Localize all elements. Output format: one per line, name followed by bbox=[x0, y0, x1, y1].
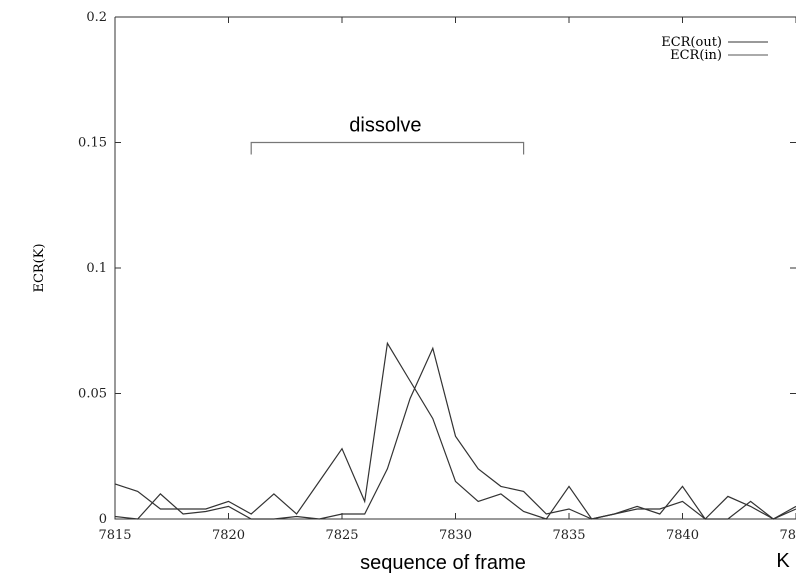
x-axis-label: sequence of frame bbox=[360, 552, 526, 574]
axis-frame bbox=[114, 17, 796, 520]
series-line-ecr-in bbox=[114, 346, 796, 520]
x-axis-unit-label: K bbox=[776, 550, 790, 572]
y-axis-label: ECR(K) bbox=[32, 243, 47, 292]
plot-area: 0 0.05 0.1 0.15 0.2 7815 7820 7825 7830 7835 7840 7… bbox=[32, 10, 796, 574]
legend-label: ECR(out) bbox=[661, 35, 722, 50]
y-tick-label: 0.2 bbox=[86, 10, 107, 25]
y-tick-label: 0.05 bbox=[78, 387, 107, 402]
y-tick-label: 0.15 bbox=[78, 136, 107, 151]
y-tick-label: 0 bbox=[99, 512, 107, 527]
x-tick-label: 7840 bbox=[666, 528, 699, 543]
legend-label: ECR(in) bbox=[670, 48, 722, 63]
dissolve-bracket bbox=[250, 141, 525, 155]
x-tick-label: 7815 bbox=[98, 528, 131, 543]
x-tick-label: 7830 bbox=[439, 528, 472, 543]
y-tick-label: 0.1 bbox=[86, 261, 107, 276]
dissolve-label: dissolve bbox=[349, 115, 421, 137]
x-tick-label: 7835 bbox=[552, 528, 585, 543]
x-tick-label: 7845 bbox=[779, 528, 796, 543]
x-tick-label: 7825 bbox=[325, 528, 358, 543]
x-tick-label: 7820 bbox=[212, 528, 245, 543]
series-line-ecr-out bbox=[114, 341, 796, 520]
